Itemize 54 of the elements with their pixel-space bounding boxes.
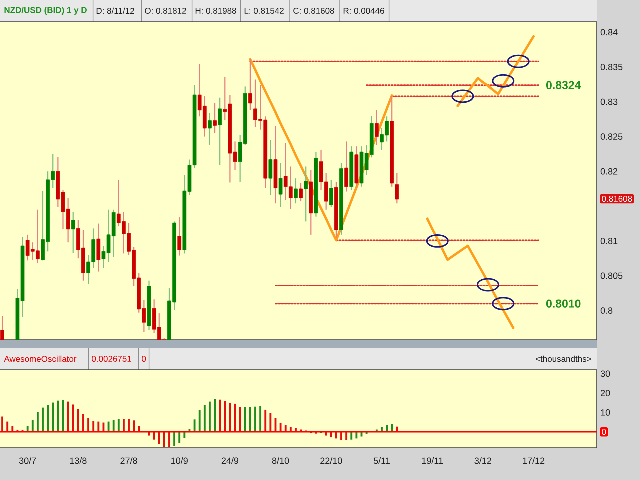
x-tick-label: 10/9	[172, 458, 188, 464]
candlestick	[304, 166, 308, 222]
y-tick-label: 0.805	[600, 272, 623, 280]
candlestick	[208, 112, 212, 146]
y-tick-label: 0.835	[600, 64, 623, 70]
candlestick	[294, 178, 298, 204]
x-tick-label: 27/8	[120, 458, 138, 464]
candlestick	[278, 162, 283, 208]
candlestick	[395, 172, 400, 204]
chart-title: AwesomeOscillator	[4, 356, 77, 362]
y-tick-label: 0.81	[600, 238, 618, 244]
text: L: 0.81542	[244, 8, 284, 14]
y-tick-label: 30	[600, 370, 610, 378]
x-tick-label: 8/10	[272, 458, 290, 464]
x-tick-label: 3/12	[474, 458, 492, 464]
candlestick	[375, 110, 379, 146]
text: 0	[142, 356, 146, 362]
candlestick	[218, 97, 222, 166]
x-tick-label: 30/7	[19, 458, 36, 464]
y-tick-label: 0.83	[600, 98, 618, 106]
candlestick	[248, 59, 252, 111]
x-tick-label: 13/8	[70, 458, 87, 464]
text: R: 0.00446	[344, 8, 384, 14]
candlestick	[344, 141, 348, 192]
y-tick-label: 0.82	[600, 168, 618, 175]
text: H: 0.81988	[196, 8, 236, 14]
chart-title: NZD/USD (BID) 1 y D	[4, 7, 87, 15]
candlestick	[178, 216, 182, 256]
y-tick-label: 20	[600, 390, 610, 396]
text: O: 0.81812	[145, 8, 186, 14]
x-tick-label: 17/12	[523, 458, 545, 464]
series-label: 0.8324	[546, 81, 582, 90]
y-axis-title: <thousandths>	[536, 356, 592, 362]
x-tick-label: 5/11	[374, 458, 390, 464]
candlestick	[213, 102, 217, 134]
text: 0.81608	[602, 196, 632, 202]
y-tick-label: 0.84	[600, 29, 618, 36]
text: C: 0.81608	[294, 8, 334, 14]
candlestick	[96, 223, 101, 272]
candlestick	[71, 211, 76, 254]
ref-line-label: 0	[602, 429, 606, 436]
x-tick-label: 24/9	[222, 458, 239, 464]
candlestick	[329, 179, 334, 208]
candlestick	[0, 316, 4, 341]
y-tick-label: 10	[601, 409, 610, 416]
candlestick	[268, 140, 273, 196]
text: 0.0026751	[92, 356, 132, 362]
candlestick	[299, 182, 303, 202]
text: D: 8/11/12	[96, 8, 134, 14]
y-tick-label: 0.825	[600, 134, 623, 140]
x-tick-label: 19/11	[422, 458, 444, 464]
y-tick-label: 0.8	[600, 308, 613, 314]
series-label: 0.8010	[546, 300, 581, 308]
x-tick-label: 22/10	[320, 458, 342, 464]
